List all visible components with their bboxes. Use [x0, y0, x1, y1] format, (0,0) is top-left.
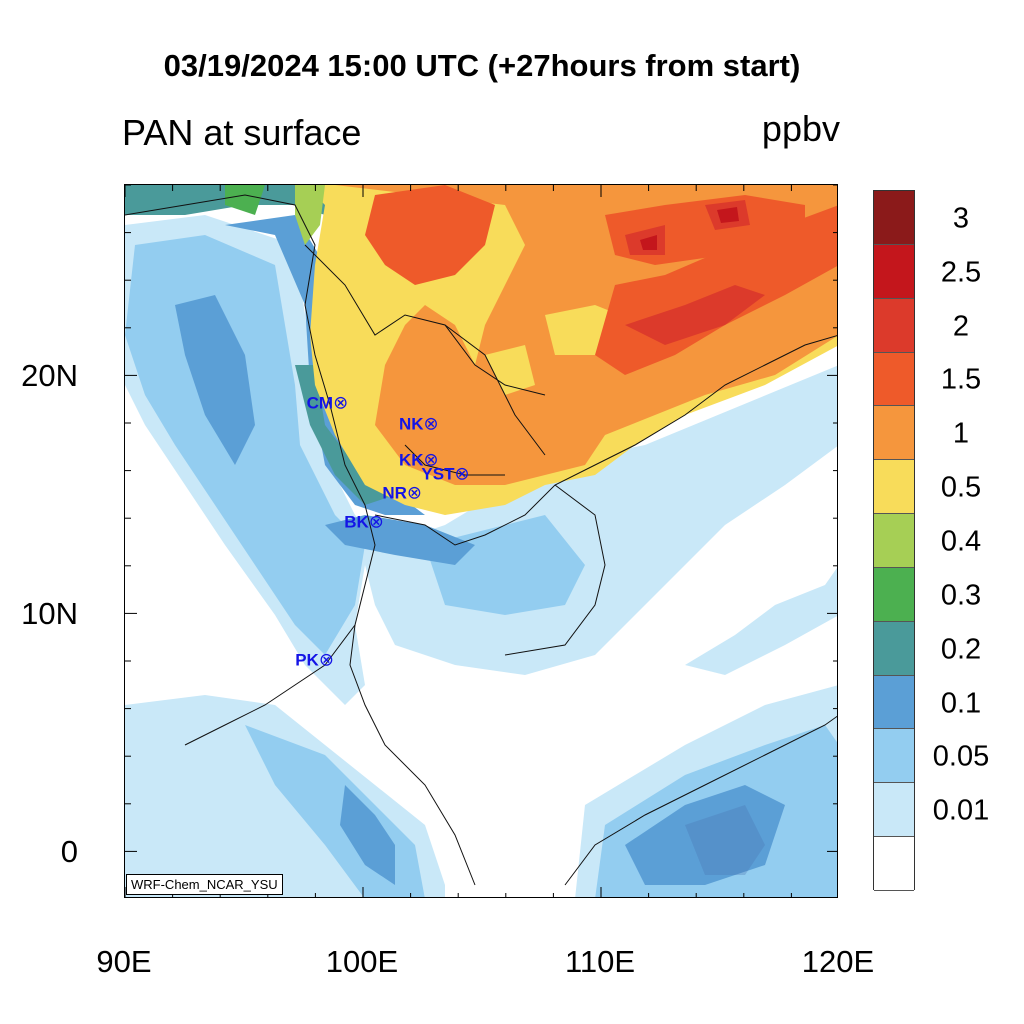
- colorbar-level-label: 1: [952, 417, 970, 450]
- x-tick-label: 120E: [801, 944, 875, 979]
- station-cross-circle-icon: ⊗: [423, 413, 439, 434]
- station-marker-kk: KK⊗: [399, 450, 439, 471]
- colorbar-level-label: 0.01: [932, 794, 990, 827]
- colorbar-swatch: [874, 191, 914, 245]
- colorbar-swatch: [874, 298, 914, 353]
- station-label: NR: [382, 483, 407, 503]
- colorbar-swatch: [874, 837, 914, 891]
- colorbar-swatch: [874, 729, 914, 784]
- colorbar-swatch: [874, 567, 914, 622]
- station-marker-cm: CM⊗: [307, 392, 349, 413]
- colorbar-level-label: 1.5: [940, 363, 982, 396]
- station-marker-bk: BK⊗: [344, 511, 384, 532]
- station-marker-pk: PK⊗: [295, 650, 334, 671]
- station-marker-nk: NK⊗: [399, 414, 439, 435]
- x-tick-label: 90E: [96, 944, 152, 979]
- station-label: PK: [295, 650, 319, 670]
- colorbar-swatch: [874, 352, 914, 407]
- colorbar-level-label: 0.1: [940, 687, 982, 720]
- y-tick-label: 0: [60, 834, 78, 869]
- colorbar-level-label: 0.5: [940, 471, 982, 504]
- colorbar-swatch: [874, 514, 914, 568]
- colorbar-level-label: 2.5: [940, 256, 982, 289]
- colorbar-swatch: [874, 783, 914, 838]
- y-tick-label: 20N: [21, 358, 78, 393]
- plot-title: 03/19/2024 15:00 UTC (+27hours from star…: [163, 48, 801, 83]
- colorbar-swatch: [874, 621, 914, 676]
- units-label: ppbv: [761, 108, 840, 149]
- y-tick-label: 10N: [21, 596, 78, 631]
- station-label: NK: [398, 414, 424, 434]
- station-marker-yst: YST⊗: [421, 464, 469, 485]
- station-cross-circle-icon: ⊗: [454, 463, 470, 484]
- colorbar-level-label: 0.2: [940, 633, 982, 666]
- colorbar-level-label: 2: [952, 310, 970, 343]
- x-tick-label: 110E: [564, 944, 636, 979]
- colorbar-level-label: 3: [952, 202, 970, 235]
- station-cross-circle-icon: ⊗: [406, 482, 422, 503]
- station-cross-circle-icon: ⊗: [423, 449, 439, 470]
- station-cross-circle-icon: ⊗: [318, 649, 334, 670]
- colorbar-swatch: [874, 244, 914, 299]
- station-label: KK: [398, 450, 424, 470]
- colorbar-level-label: 0.3: [940, 579, 982, 612]
- model-credit: WRF-Chem_NCAR_YSU: [126, 874, 283, 895]
- colorbar: [873, 190, 915, 891]
- station-label: YST: [421, 464, 455, 484]
- colorbar-level-label: 0.05: [932, 740, 990, 773]
- colorbar-swatch: [874, 460, 914, 515]
- colorbar-swatch: [874, 406, 914, 461]
- map-canvas: [125, 185, 837, 897]
- station-label: BK: [344, 512, 369, 532]
- station-marker-nr: NR⊗: [382, 483, 422, 504]
- map-panel: [124, 184, 838, 898]
- station-cross-circle-icon: ⊗: [333, 392, 349, 413]
- colorbar-swatch: [874, 675, 914, 730]
- variable-label: PAN at surface: [122, 112, 362, 153]
- colorbar-level-label: 0.4: [940, 525, 982, 558]
- station-cross-circle-icon: ⊗: [368, 511, 384, 532]
- station-label: CM: [306, 393, 334, 413]
- x-tick-label: 100E: [325, 944, 399, 979]
